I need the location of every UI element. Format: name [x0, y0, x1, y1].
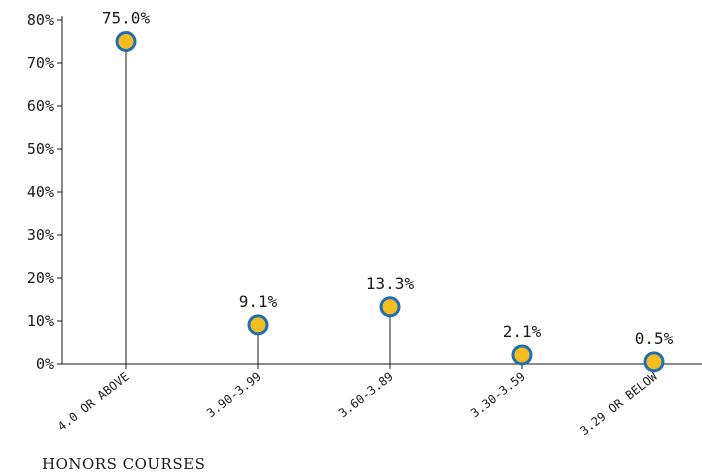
data-label: 2.1% [503, 322, 542, 341]
y-tick-label: 40% [27, 183, 54, 201]
y-tick-label: 70% [27, 54, 54, 72]
data-label: 9.1% [239, 292, 278, 311]
x-axis: 4.0 OR ABOVE 3.90-3.99 3.60-3.89 3.30-3.59 3… [55, 363, 702, 438]
lollipop-marker [115, 31, 137, 52]
lollipop-marker [511, 344, 533, 366]
y-tick-label: 0% [36, 355, 54, 373]
x-category-label: 3.60-3.89 [336, 369, 396, 420]
y-tick-label: 60% [27, 97, 54, 115]
data-labels: 75.0% 9.1% 13.3% 2.1% 0.5% [102, 9, 674, 348]
x-category-label: 3.90-3.99 [204, 369, 264, 420]
y-tick-label: 80% [27, 11, 54, 29]
data-label: 75.0% [102, 9, 151, 28]
y-tick-label: 20% [27, 269, 54, 287]
chart-caption: HONORS COURSES [42, 455, 206, 473]
lollipop-marker [379, 296, 401, 318]
y-axis: 0% 10% 20% 30% 40% 50% 60% 70% 80% [27, 11, 63, 373]
y-tick-label: 10% [27, 312, 54, 330]
lollipop-marker [247, 314, 269, 336]
lollipop-marker [643, 351, 665, 373]
markers [115, 31, 665, 373]
x-category-label: 3.29 OR BELOW [577, 369, 660, 438]
x-category-label: 3.30-3.59 [468, 369, 528, 420]
data-label: 0.5% [635, 329, 674, 348]
y-tick-label: 50% [27, 140, 54, 158]
x-category-label: 4.0 OR ABOVE [55, 369, 132, 433]
y-tick-label: 30% [27, 226, 54, 244]
data-label: 13.3% [366, 274, 415, 293]
